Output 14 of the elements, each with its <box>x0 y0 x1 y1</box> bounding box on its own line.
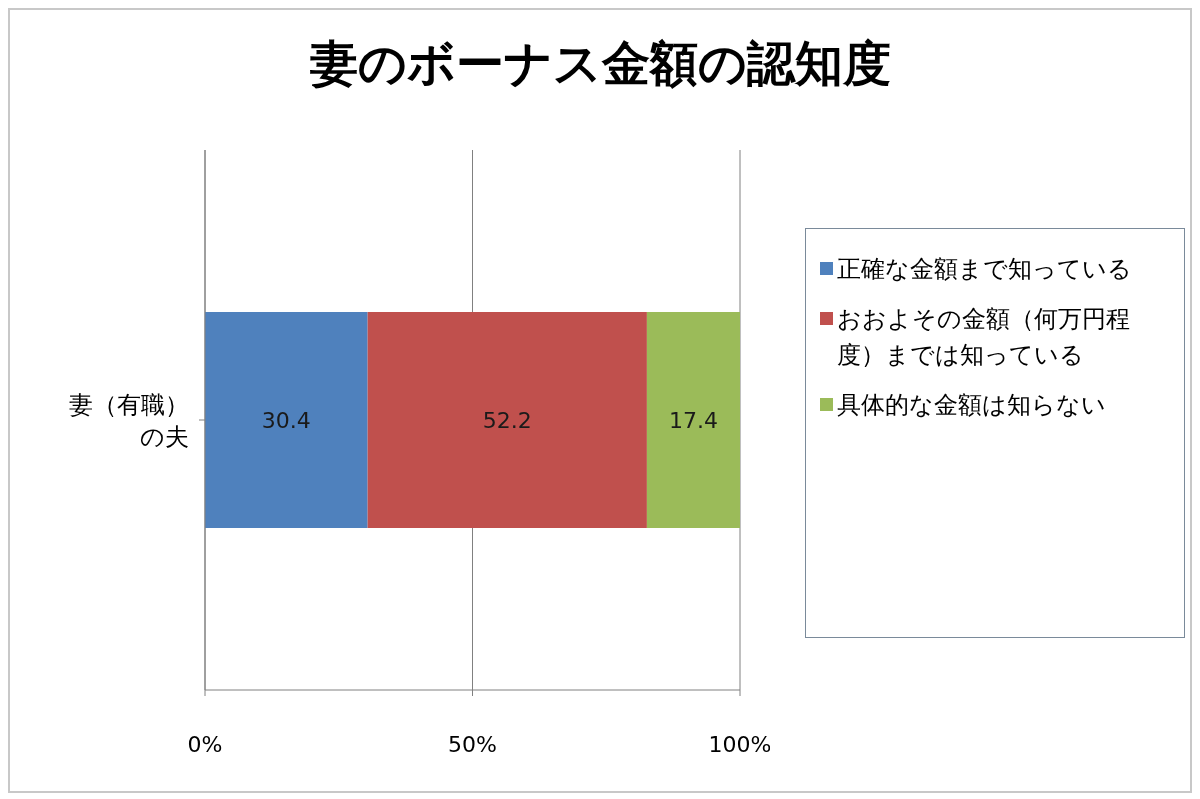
x-tick-label: 0% <box>187 731 223 757</box>
data-label: 17.4 <box>668 407 718 433</box>
bar <box>367 312 647 528</box>
bar <box>646 312 740 528</box>
y-tick-label: 妻（有職）の夫 <box>69 391 189 451</box>
data-label: 30.4 <box>261 407 311 433</box>
bar <box>205 312 368 528</box>
x-tick-label: 50% <box>448 731 497 757</box>
legend-label: おおよその金額（何万円程度）までは知っている <box>837 304 1131 371</box>
legend-label: 具体的な金額は知らない <box>837 390 1106 421</box>
chart-title: 妻のボーナス金額の認知度 <box>308 34 892 93</box>
x-tick-label: 100% <box>708 731 772 757</box>
legend-label: 正確な金額まで知っている <box>837 254 1132 285</box>
data-label: 52.2 <box>482 407 532 433</box>
